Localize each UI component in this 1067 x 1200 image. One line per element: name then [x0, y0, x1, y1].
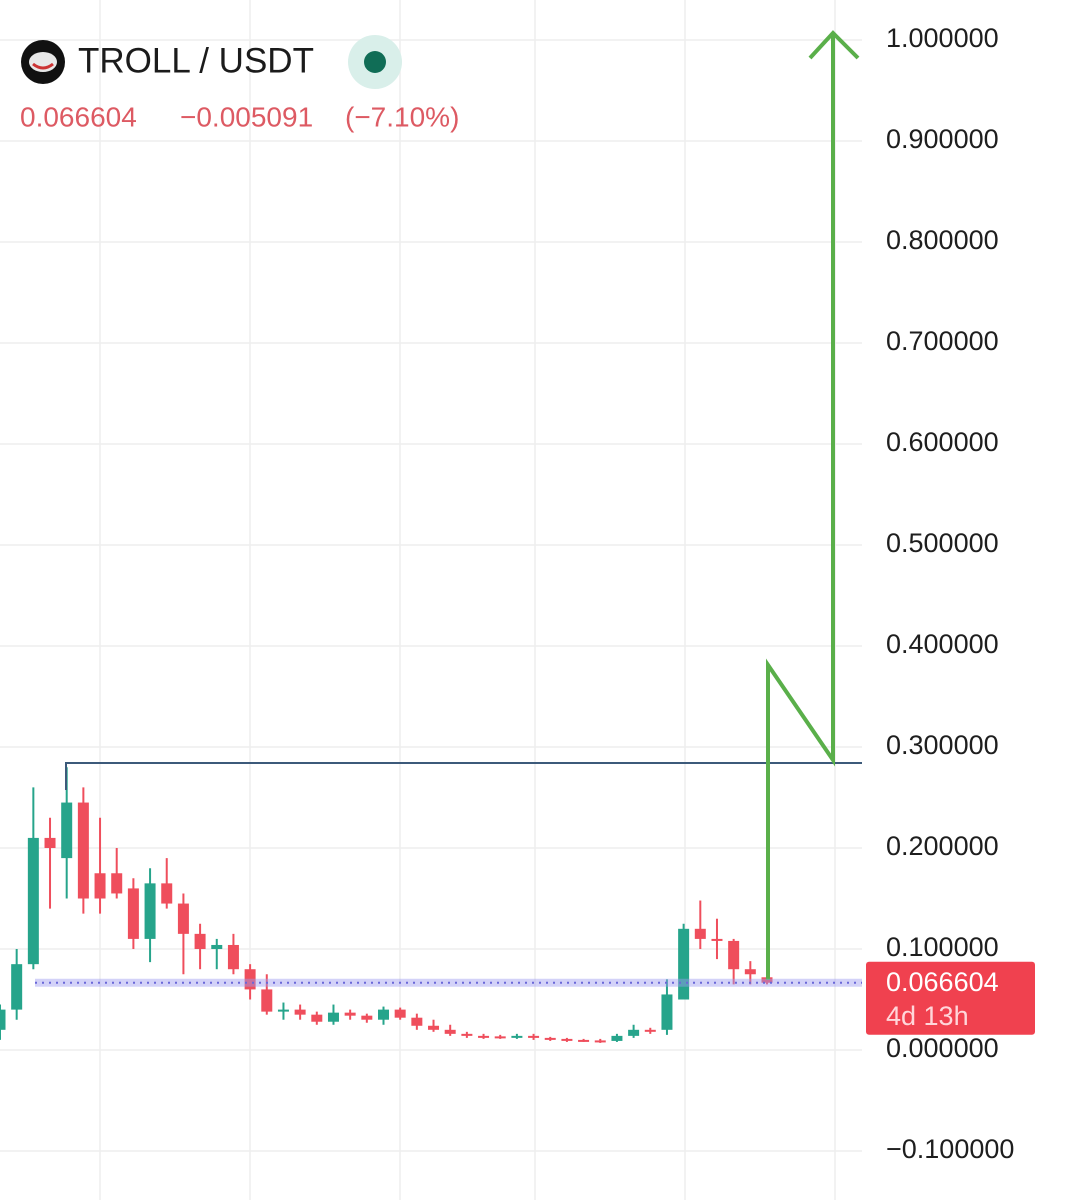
- candle-body: [11, 964, 23, 1010]
- candle-body: [177, 903, 189, 934]
- candle-body: [611, 1035, 623, 1041]
- header: TROLL / USDT 0.066604 −0.005091 (−7.10%): [20, 35, 459, 132]
- candle-body: [744, 969, 756, 975]
- candle-body: [244, 969, 256, 990]
- candle-body: [661, 994, 673, 1030]
- y-tick-label: 0.500000: [886, 528, 999, 558]
- candle-body: [728, 940, 740, 970]
- candle-body: [578, 1039, 590, 1042]
- vertical-grid: [99, 0, 836, 1200]
- candle-body: [44, 837, 56, 849]
- horizontal-grid: [0, 39, 862, 1152]
- coin-icon-mouth: [32, 62, 54, 70]
- price-tag-countdown: 4d 13h: [886, 1001, 969, 1031]
- price-change: −0.005091: [180, 101, 313, 132]
- candle-body: [294, 1009, 306, 1015]
- candle-body: [111, 873, 123, 894]
- candle-body: [344, 1012, 356, 1016]
- y-tick-label: 0.900000: [886, 124, 999, 154]
- candle-body: [277, 1009, 289, 1012]
- y-tick-label: 0.700000: [886, 326, 999, 356]
- symbol: TROLL / USDT: [78, 41, 314, 80]
- candle-body: [261, 989, 273, 1012]
- candle-body: [678, 928, 690, 1000]
- candle-body: [378, 1009, 389, 1020]
- y-tick-label: 0.800000: [886, 225, 999, 255]
- last-price: 0.066604: [20, 101, 137, 132]
- y-tick-label: 0.300000: [886, 730, 999, 760]
- y-tick-label: 1.000000: [886, 23, 999, 53]
- candle-body: [394, 1009, 406, 1018]
- candle-body: [327, 1012, 339, 1022]
- candle-body: [227, 944, 239, 970]
- candle-body: [127, 888, 139, 939]
- candle-body: [478, 1035, 490, 1038]
- price-change-pct: (−7.10%): [345, 101, 459, 132]
- candle-body: [594, 1040, 606, 1043]
- candles: [0, 767, 773, 1043]
- candle-body: [194, 933, 206, 950]
- candle-body: [528, 1035, 540, 1038]
- y-tick-label: 0.600000: [886, 427, 999, 457]
- candle-body: [311, 1014, 323, 1022]
- y-axis: −0.100000 0.000000 0.100000 0.200000 0.30000…: [886, 23, 1014, 1164]
- price-tag-value: 0.066604: [886, 967, 999, 997]
- status-dot: [364, 51, 386, 73]
- candle-body: [27, 837, 39, 965]
- candle-body: [94, 873, 106, 899]
- candle-body: [411, 1017, 423, 1026]
- candle-body: [628, 1029, 640, 1036]
- candle-body: [761, 977, 773, 983]
- y-tick-label: 0.100000: [886, 932, 999, 962]
- candle-body: [0, 1009, 6, 1030]
- candle-body: [711, 938, 723, 941]
- resistance-line: [65, 762, 862, 790]
- candle-body: [494, 1036, 506, 1039]
- candle-body: [561, 1038, 573, 1041]
- candle-body: [544, 1037, 556, 1040]
- candle-body: [161, 883, 173, 904]
- candle-body: [211, 944, 223, 950]
- candle-body: [361, 1015, 373, 1020]
- target-arrow: [766, 30, 860, 980]
- y-tick-label: 0.000000: [886, 1033, 999, 1063]
- candle-body: [77, 802, 89, 899]
- candle-body: [61, 802, 73, 859]
- candle-body: [644, 1029, 656, 1032]
- candle-body: [144, 883, 156, 939]
- y-tick-label: 0.200000: [886, 831, 999, 861]
- price-tag: 0.066604 4d 13h: [35, 961, 1035, 1035]
- price-tag-box: [866, 961, 1035, 1035]
- candle-body: [461, 1033, 473, 1036]
- candle-body: [444, 1029, 456, 1034]
- candle-body: [511, 1035, 523, 1038]
- y-tick-label: −0.100000: [886, 1134, 1014, 1164]
- y-tick-label: 0.400000: [886, 629, 999, 659]
- candle-body: [694, 928, 706, 939]
- candle-body: [428, 1025, 440, 1030]
